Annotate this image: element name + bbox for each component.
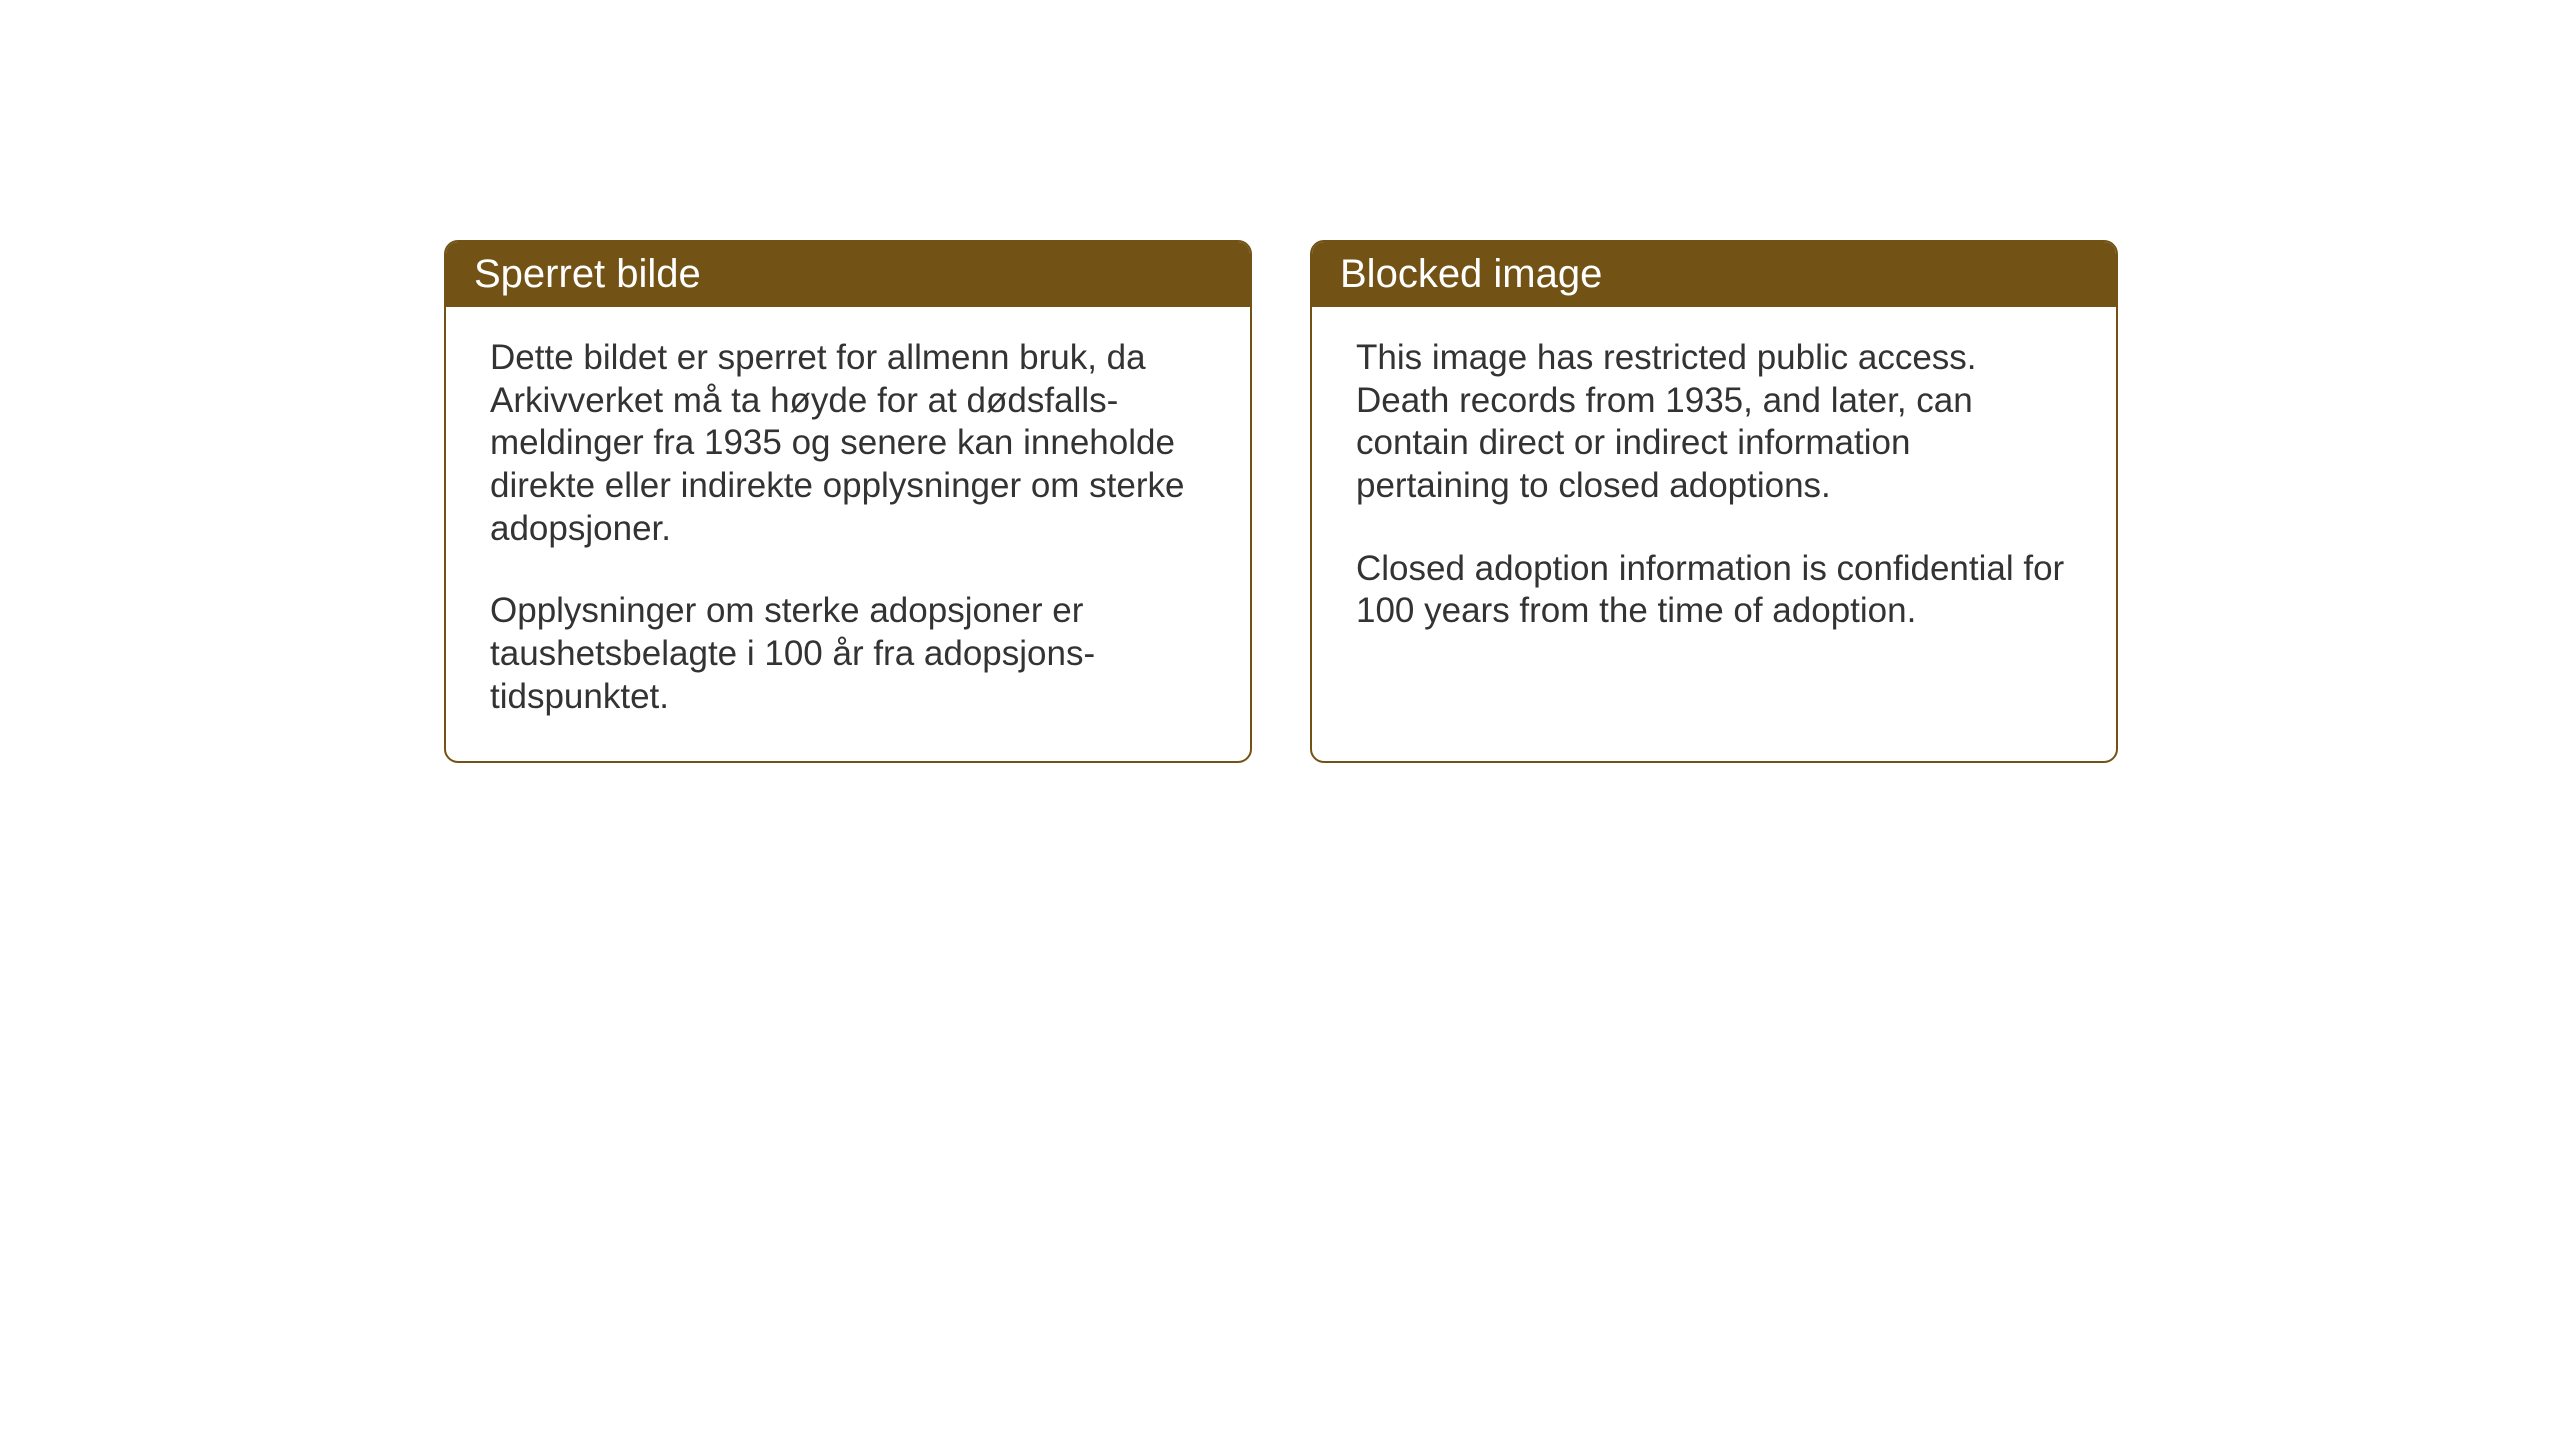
card-norwegian-body: Dette bildet er sperret for allmenn bruk… [446, 307, 1250, 761]
card-norwegian-paragraph-2: Opplysninger om sterke adopsjoner er tau… [490, 590, 1206, 718]
card-norwegian-header: Sperret bilde [446, 242, 1250, 307]
card-english-paragraph-2: Closed adoption information is confident… [1356, 548, 2072, 633]
card-english: Blocked image This image has restricted … [1310, 240, 2118, 763]
card-english-header: Blocked image [1312, 242, 2116, 307]
card-english-title: Blocked image [1340, 252, 1602, 296]
card-english-body: This image has restricted public access.… [1312, 307, 2116, 747]
card-norwegian: Sperret bilde Dette bildet er sperret fo… [444, 240, 1252, 763]
card-norwegian-title: Sperret bilde [474, 252, 701, 296]
card-english-paragraph-1: This image has restricted public access.… [1356, 337, 2072, 508]
card-norwegian-paragraph-1: Dette bildet er sperret for allmenn bruk… [490, 337, 1206, 550]
cards-container: Sperret bilde Dette bildet er sperret fo… [444, 240, 2118, 763]
